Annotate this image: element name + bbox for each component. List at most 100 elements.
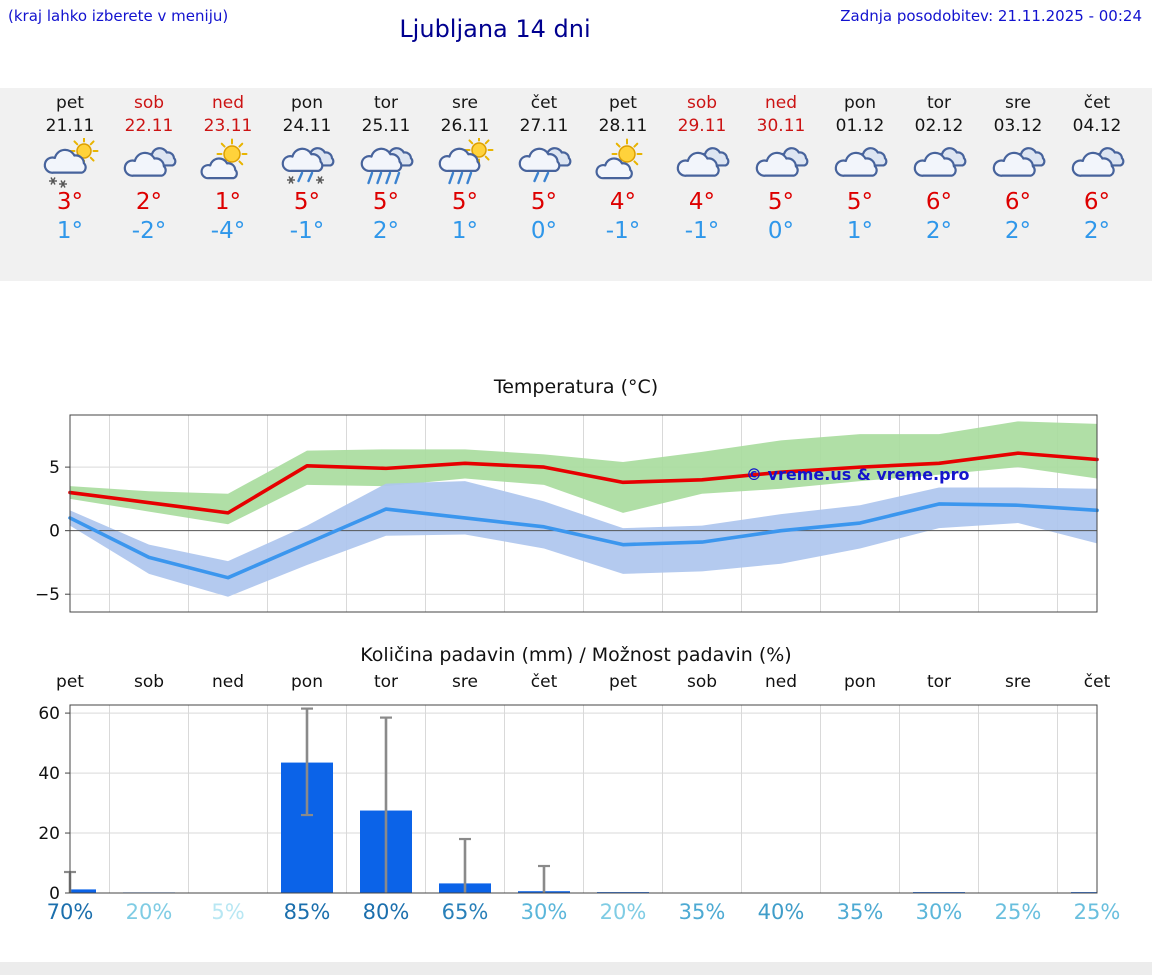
day-date: 29.11 (677, 116, 727, 136)
day-max-temp: 6° (1083, 189, 1111, 215)
day-date: 21.11 (45, 116, 95, 136)
weather-icon-sun-cloud (583, 138, 663, 188)
day-name: tor (926, 93, 952, 113)
weather-icon-cloud-rain-snow (267, 138, 347, 188)
temp-ytick-label: −5 (35, 585, 60, 605)
forecast-day: ned 23.11 1° -4° (188, 93, 268, 244)
day-max-temp: 5° (767, 189, 795, 215)
forecast-day: tor 02.12 6° 2° (899, 93, 979, 244)
day-date: 27.11 (519, 116, 569, 136)
weather-icon-cloudy (109, 138, 189, 188)
precip-day-label: sre (1005, 672, 1031, 692)
precip-probability: 40% (757, 900, 805, 924)
day-date: 26.11 (440, 116, 490, 136)
forecast-day: pet 28.11 4° -1° (583, 93, 663, 244)
day-max-temp: 6° (925, 189, 953, 215)
day-max-temp: 5° (530, 189, 558, 215)
precip-probability: 20% (125, 900, 173, 924)
weather-icon-sun-cloud (188, 138, 268, 188)
forecast-day: pon 24.11 5° -1° (267, 93, 347, 244)
weather-icon-sun-cloud-snow (30, 138, 110, 188)
day-min-temp: -1° (289, 218, 325, 244)
day-min-temp: 2° (1004, 218, 1032, 244)
page-title: Ljubljana 14 dni (399, 15, 591, 43)
day-name: ned (211, 93, 245, 113)
day-min-temp: -1° (605, 218, 641, 244)
forecast-day: tor 25.11 5° 2° (346, 93, 426, 244)
day-max-temp: 5° (846, 189, 874, 215)
day-name: sob (686, 93, 718, 113)
footer-bar (0, 962, 1152, 975)
day-name: sob (133, 93, 165, 113)
precip-day-labels: pet sob ned pon tor sre čet pet sob ned pon tor sre č… (0, 672, 1152, 696)
band-min-temperature-range (70, 481, 1097, 597)
precip-probability: 25% (1073, 900, 1121, 924)
day-name: pon (844, 93, 876, 113)
day-max-temp: 4° (688, 189, 716, 215)
band-max-temperature-range (70, 421, 1097, 525)
precip-day-label: pon (844, 672, 876, 692)
weather-icon-cloudy (741, 138, 821, 188)
day-min-temp: -2° (131, 218, 167, 244)
day-min-temp: 0° (530, 218, 558, 244)
temp-ytick-label: 5 (49, 458, 60, 478)
day-min-temp: 2° (372, 218, 400, 244)
weather-icon-cloudy (1057, 138, 1137, 188)
day-date: 23.11 (203, 116, 253, 136)
day-date: 25.11 (361, 116, 411, 136)
precip-probability: 25% (994, 900, 1042, 924)
temperature-chart-title: Temperatura (°C) (493, 376, 659, 398)
precip-day-label: tor (926, 672, 952, 692)
day-min-temp: 2° (925, 218, 953, 244)
weather-icon-cloudy (978, 138, 1058, 188)
precip-probability: 80% (362, 900, 410, 924)
precip-probability: 35% (836, 900, 884, 924)
forecast-day: čet 27.11 5° 0° (504, 93, 584, 244)
day-date: 03.12 (993, 116, 1043, 136)
weather-icon-cloudy (899, 138, 979, 188)
day-name: čet (530, 93, 558, 113)
precip-day-label: sre (452, 672, 478, 692)
line-max-temperature (68, 451, 1099, 515)
day-date: 01.12 (835, 116, 885, 136)
day-date: 02.12 (914, 116, 964, 136)
precip-day-label: čet (1083, 672, 1111, 692)
weather-icon-cloudy (820, 138, 900, 188)
day-min-temp: -1° (684, 218, 720, 244)
forecast-day: čet 04.12 6° 2° (1057, 93, 1137, 244)
precip-day-label: pet (56, 672, 84, 692)
precip-ytick-label: 40 (38, 764, 60, 784)
forecast-strip: pet 21.11 3° 1° sob 22.11 2° -2° ned 23.11 1° -4° po… (0, 88, 1152, 281)
forecast-day: sob 29.11 4° -1° (662, 93, 742, 244)
day-min-temp: 1° (451, 218, 479, 244)
day-min-temp: 0° (767, 218, 795, 244)
weather-icon-cloudy (662, 138, 742, 188)
day-name: pon (291, 93, 323, 113)
day-name: ned (764, 93, 798, 113)
line-min-temperature (68, 502, 1099, 580)
forecast-day: pet 21.11 3° 1° (30, 93, 110, 244)
last-update-timestamp: Zadnja posodobitev: 21.11.2025 - 00:24 (840, 7, 1142, 25)
precip-probability: 35% (678, 900, 726, 924)
precip-probability: 30% (520, 900, 568, 924)
weather-icon-cloud-light-rain (504, 138, 584, 188)
day-date: 24.11 (282, 116, 332, 136)
day-name: pet (609, 93, 637, 113)
day-max-temp: 2° (135, 189, 163, 215)
precip-probability: 65% (441, 900, 489, 924)
precip-ytick-label: 0 (49, 884, 60, 900)
watermark-link[interactable]: © vreme.us & vreme.pro (746, 465, 969, 484)
day-max-temp: 1° (214, 189, 242, 215)
precip-bar (70, 889, 96, 893)
forecast-day: sre 03.12 6° 2° (978, 93, 1058, 244)
precip-probability: 85% (283, 900, 331, 924)
day-max-temp: 5° (451, 189, 479, 215)
weather-icon-cloud-rain (346, 138, 426, 188)
forecast-day: sob 22.11 2° -2° (109, 93, 189, 244)
day-date: 28.11 (598, 116, 648, 136)
precipitation-chart: 0 20 40 60 (38, 704, 1098, 900)
day-name: pet (56, 93, 84, 113)
precip-probability: 30% (915, 900, 963, 924)
temp-ytick-label: 0 (49, 522, 60, 542)
day-date: 30.11 (756, 116, 806, 136)
